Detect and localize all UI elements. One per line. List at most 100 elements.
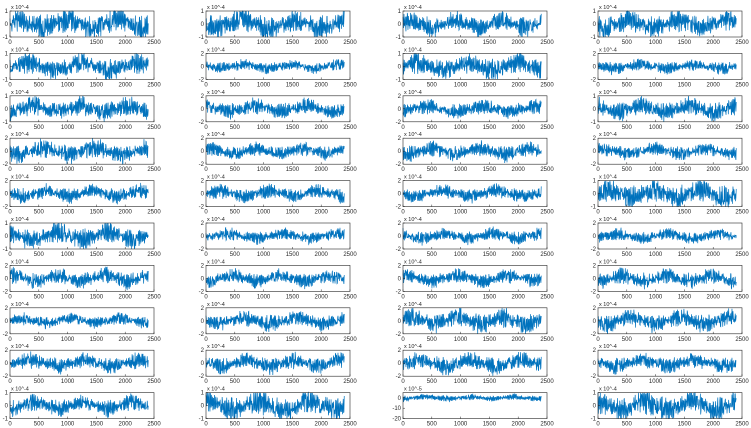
x-tick-label: 500: [230, 40, 241, 46]
series-line: [9, 10, 149, 38]
y-tick-label: 0: [201, 22, 205, 28]
exponent-label: x 10^-4: [599, 5, 617, 11]
y-tick-label: 1: [5, 221, 9, 227]
series-line: [205, 97, 345, 120]
y-tick-label: -1: [396, 77, 402, 83]
x-tick-label: 500: [622, 40, 633, 46]
y-tick-label: 0: [398, 64, 402, 70]
exponent-label: x 10^-4: [404, 5, 422, 11]
y-tick-label: 2: [201, 94, 205, 100]
y-tick-label: 2: [201, 179, 205, 185]
y-tick-label: 0: [398, 149, 402, 155]
y-tick-label: 0: [201, 107, 205, 113]
x-tick-label: 1500: [90, 82, 104, 88]
exponent-label: x 10^-4: [207, 5, 225, 11]
x-tick-label: 0: [8, 82, 12, 88]
exponent-label: x 10^-4: [11, 302, 29, 308]
series-line: [205, 310, 345, 333]
exponent-label: x 10^-4: [599, 387, 617, 393]
x-tick-label: 1000: [454, 252, 468, 258]
x-tick-label: 500: [230, 125, 241, 131]
series-line: [9, 95, 149, 122]
x-tick-label: 2500: [735, 422, 749, 428]
x-tick-label: 1000: [61, 210, 75, 216]
x-tick-label: 1000: [257, 294, 271, 300]
x-tick-label: 1000: [257, 167, 271, 173]
exponent-label: x 10^-4: [404, 47, 422, 53]
y-tick-label: -2: [396, 205, 402, 211]
y-tick-label: 0: [201, 234, 205, 240]
exponent-label: x 10^-4: [599, 259, 617, 265]
y-tick-label: 2: [5, 306, 9, 312]
x-tick-label: 2500: [343, 252, 357, 258]
y-tick-label: -2: [199, 162, 205, 168]
x-tick-label: 1000: [61, 252, 75, 258]
y-tick-label: 0: [593, 276, 597, 282]
x-tick-label: 1500: [286, 40, 300, 46]
x-tick-label: 0: [596, 210, 600, 216]
x-tick-label: 2000: [707, 294, 721, 300]
series-line: [9, 393, 149, 418]
x-tick-label: 1500: [286, 167, 300, 173]
exponent-label: x 10^-4: [11, 344, 29, 350]
axes-box: [402, 392, 548, 419]
y-tick-label: 2: [593, 221, 597, 227]
exponent-label: x 10^-4: [207, 387, 225, 393]
x-tick-label: 0: [596, 40, 600, 46]
x-tick-label: 0: [596, 252, 600, 258]
x-tick-label: 1500: [286, 252, 300, 258]
x-tick-label: 2500: [540, 422, 554, 428]
series-line: [205, 59, 345, 75]
x-tick-label: 2000: [119, 210, 133, 216]
x-tick-label: 1000: [454, 210, 468, 216]
y-tick-label: -2: [199, 374, 205, 380]
exponent-label: x 10^-4: [404, 344, 422, 350]
x-tick-label: 0: [204, 125, 208, 131]
x-tick-label: 1500: [286, 294, 300, 300]
exponent-label: x 10^-4: [207, 217, 225, 223]
y-tick-label: 0: [593, 149, 597, 155]
x-tick-label: 1000: [454, 294, 468, 300]
x-tick-label: 1000: [257, 40, 271, 46]
y-tick-label: -2: [591, 332, 597, 338]
x-tick-label: 1000: [454, 40, 468, 46]
x-tick-label: 0: [596, 337, 600, 343]
x-tick-label: 0: [8, 252, 12, 258]
x-tick-label: 1500: [678, 210, 692, 216]
x-tick-label: 0: [401, 167, 405, 173]
x-tick-label: 500: [34, 167, 45, 173]
y-tick-label: -1: [3, 35, 9, 41]
x-tick-label: 1000: [649, 210, 663, 216]
x-tick-label: 2500: [343, 294, 357, 300]
y-tick-label: -2: [199, 205, 205, 211]
x-tick-label: 1000: [649, 422, 663, 428]
y-tick-label: -2: [396, 374, 402, 380]
y-tick-label: -1: [591, 35, 597, 41]
x-tick-label: 0: [596, 167, 600, 173]
x-tick-label: 0: [401, 379, 405, 385]
x-tick-label: 1000: [649, 167, 663, 173]
x-tick-label: 1500: [483, 294, 497, 300]
x-tick-label: 2500: [147, 422, 161, 428]
x-tick-label: 1500: [90, 422, 104, 428]
x-tick-label: 0: [401, 252, 405, 258]
x-tick-label: 2000: [512, 210, 526, 216]
exponent-label: x 10^-5: [404, 387, 422, 393]
y-tick-label: 0: [5, 64, 9, 70]
y-tick-label: 2: [398, 94, 402, 100]
y-tick-label: 2: [398, 306, 402, 312]
